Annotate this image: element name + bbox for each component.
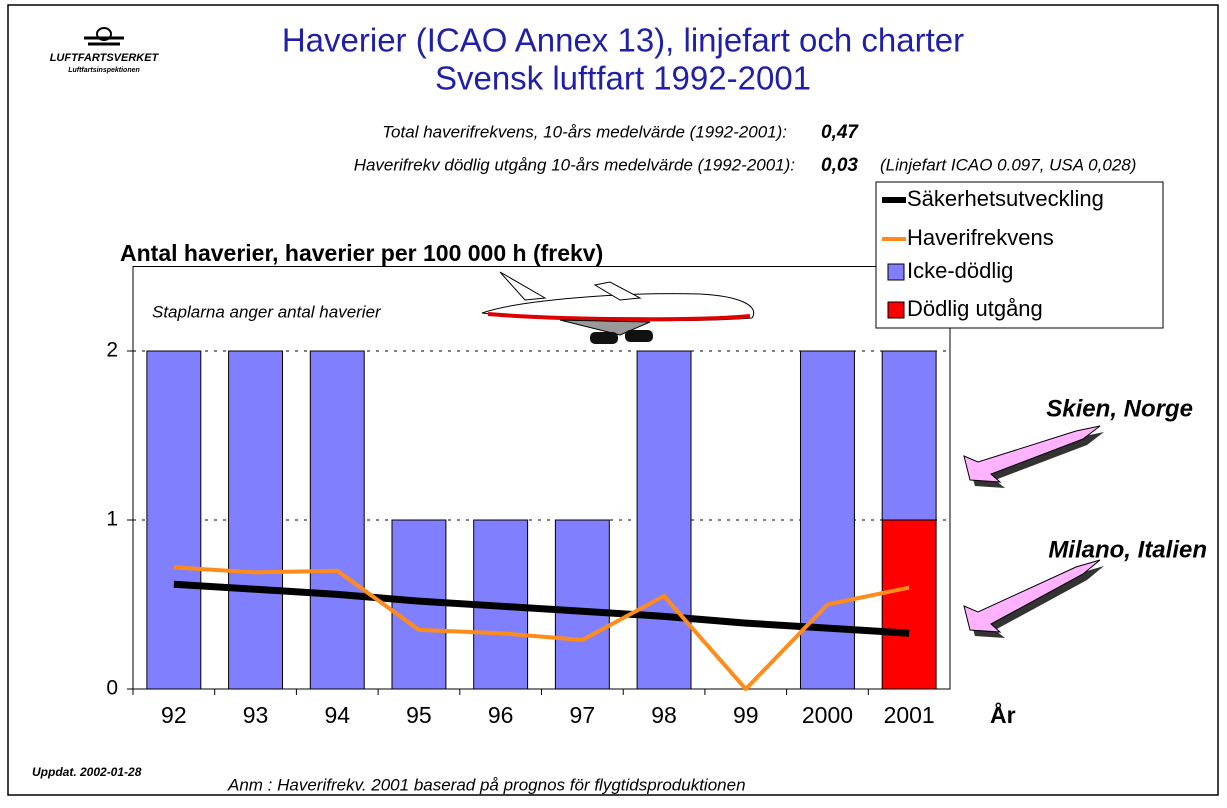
bar [310, 351, 364, 689]
page: {"header": {"logo": "LUFTFARTSVERKET", "… [0, 0, 1227, 803]
annotation: Skien, Norge [1046, 395, 1193, 422]
y-tick-label: 1 [106, 508, 118, 531]
plot: 0 1 2 92 93 94 95 96 97 98 99 2000 2001 [106, 267, 950, 729]
stat-label: Haverifrekv dödlig utgång 10-års medelvä… [354, 155, 796, 174]
legend-label: Icke-dödlig [907, 258, 1013, 283]
y-tick-label: 2 [106, 339, 118, 362]
bar [882, 351, 936, 520]
title: Svensk luftfart 1992-2001 [435, 60, 811, 97]
line [174, 584, 909, 633]
chart-title: Antal haverier, haverier per 100 000 h (… [120, 240, 603, 266]
legend: Säkerhetsutveckling Haverifrekvens Icke-dö… [876, 182, 1163, 328]
footer-note: Anm : Haverifrekv. 2001 baserad på progn… [227, 775, 746, 794]
stat-label: Total haverifrekvens, 10-års medelvärde … [382, 122, 787, 141]
footer-update: Uppdat. 2002-01-28 [32, 765, 142, 779]
x-tick-label: 2001 [884, 702, 935, 728]
airplane [482, 272, 754, 344]
x-tick-label: 97 [570, 702, 596, 728]
legend-label: Haverifrekvens [907, 225, 1054, 250]
x-tick-label: 94 [324, 702, 350, 728]
stat-note: (Linjefart ICAO 0.097, USA 0,028) [880, 155, 1136, 174]
chart-subtitle: Staplarna anger antal haverier [152, 302, 382, 321]
legend-swatch [888, 264, 904, 280]
x-tick-label: 98 [651, 702, 677, 728]
arrow [964, 426, 1104, 488]
logo-subtext: Luftfartsinspektionen [68, 67, 140, 74]
logo: LUFTFARTSVERKET Luftfartsinspektionen [50, 28, 160, 74]
x-tick-label: 96 [488, 702, 514, 728]
arrow [964, 560, 1104, 638]
stat-value: 0,03 [821, 155, 858, 176]
stat-value: 0,47 [821, 122, 859, 143]
legend-label: Säkerhetsutveckling [907, 186, 1104, 211]
bar [555, 520, 609, 689]
legend-label: Dödlig utgång [907, 296, 1043, 321]
x-tick-label: 95 [406, 702, 432, 728]
slide: LUFTFARTSVERKET Luftfartsinspektionen Ha… [0, 0, 1227, 803]
bar [882, 520, 936, 689]
y-tick-label: 0 [106, 677, 118, 700]
x-tick-label: 99 [733, 702, 759, 728]
title: Haverier (ICAO Annex 13), linjefart och … [282, 22, 964, 59]
annotation: Milano, Italien [1048, 536, 1207, 563]
x-axis-label: År [990, 701, 1016, 728]
x-tick-label: 93 [243, 702, 269, 728]
logo-text: LUFTFARTSVERKET [50, 52, 160, 64]
bar [229, 351, 283, 689]
bar [800, 351, 854, 689]
bar [637, 351, 691, 689]
x-tick-label: 92 [161, 702, 187, 728]
bar [147, 351, 201, 689]
x-tick-label: 2000 [802, 702, 853, 728]
legend-swatch [888, 302, 904, 318]
